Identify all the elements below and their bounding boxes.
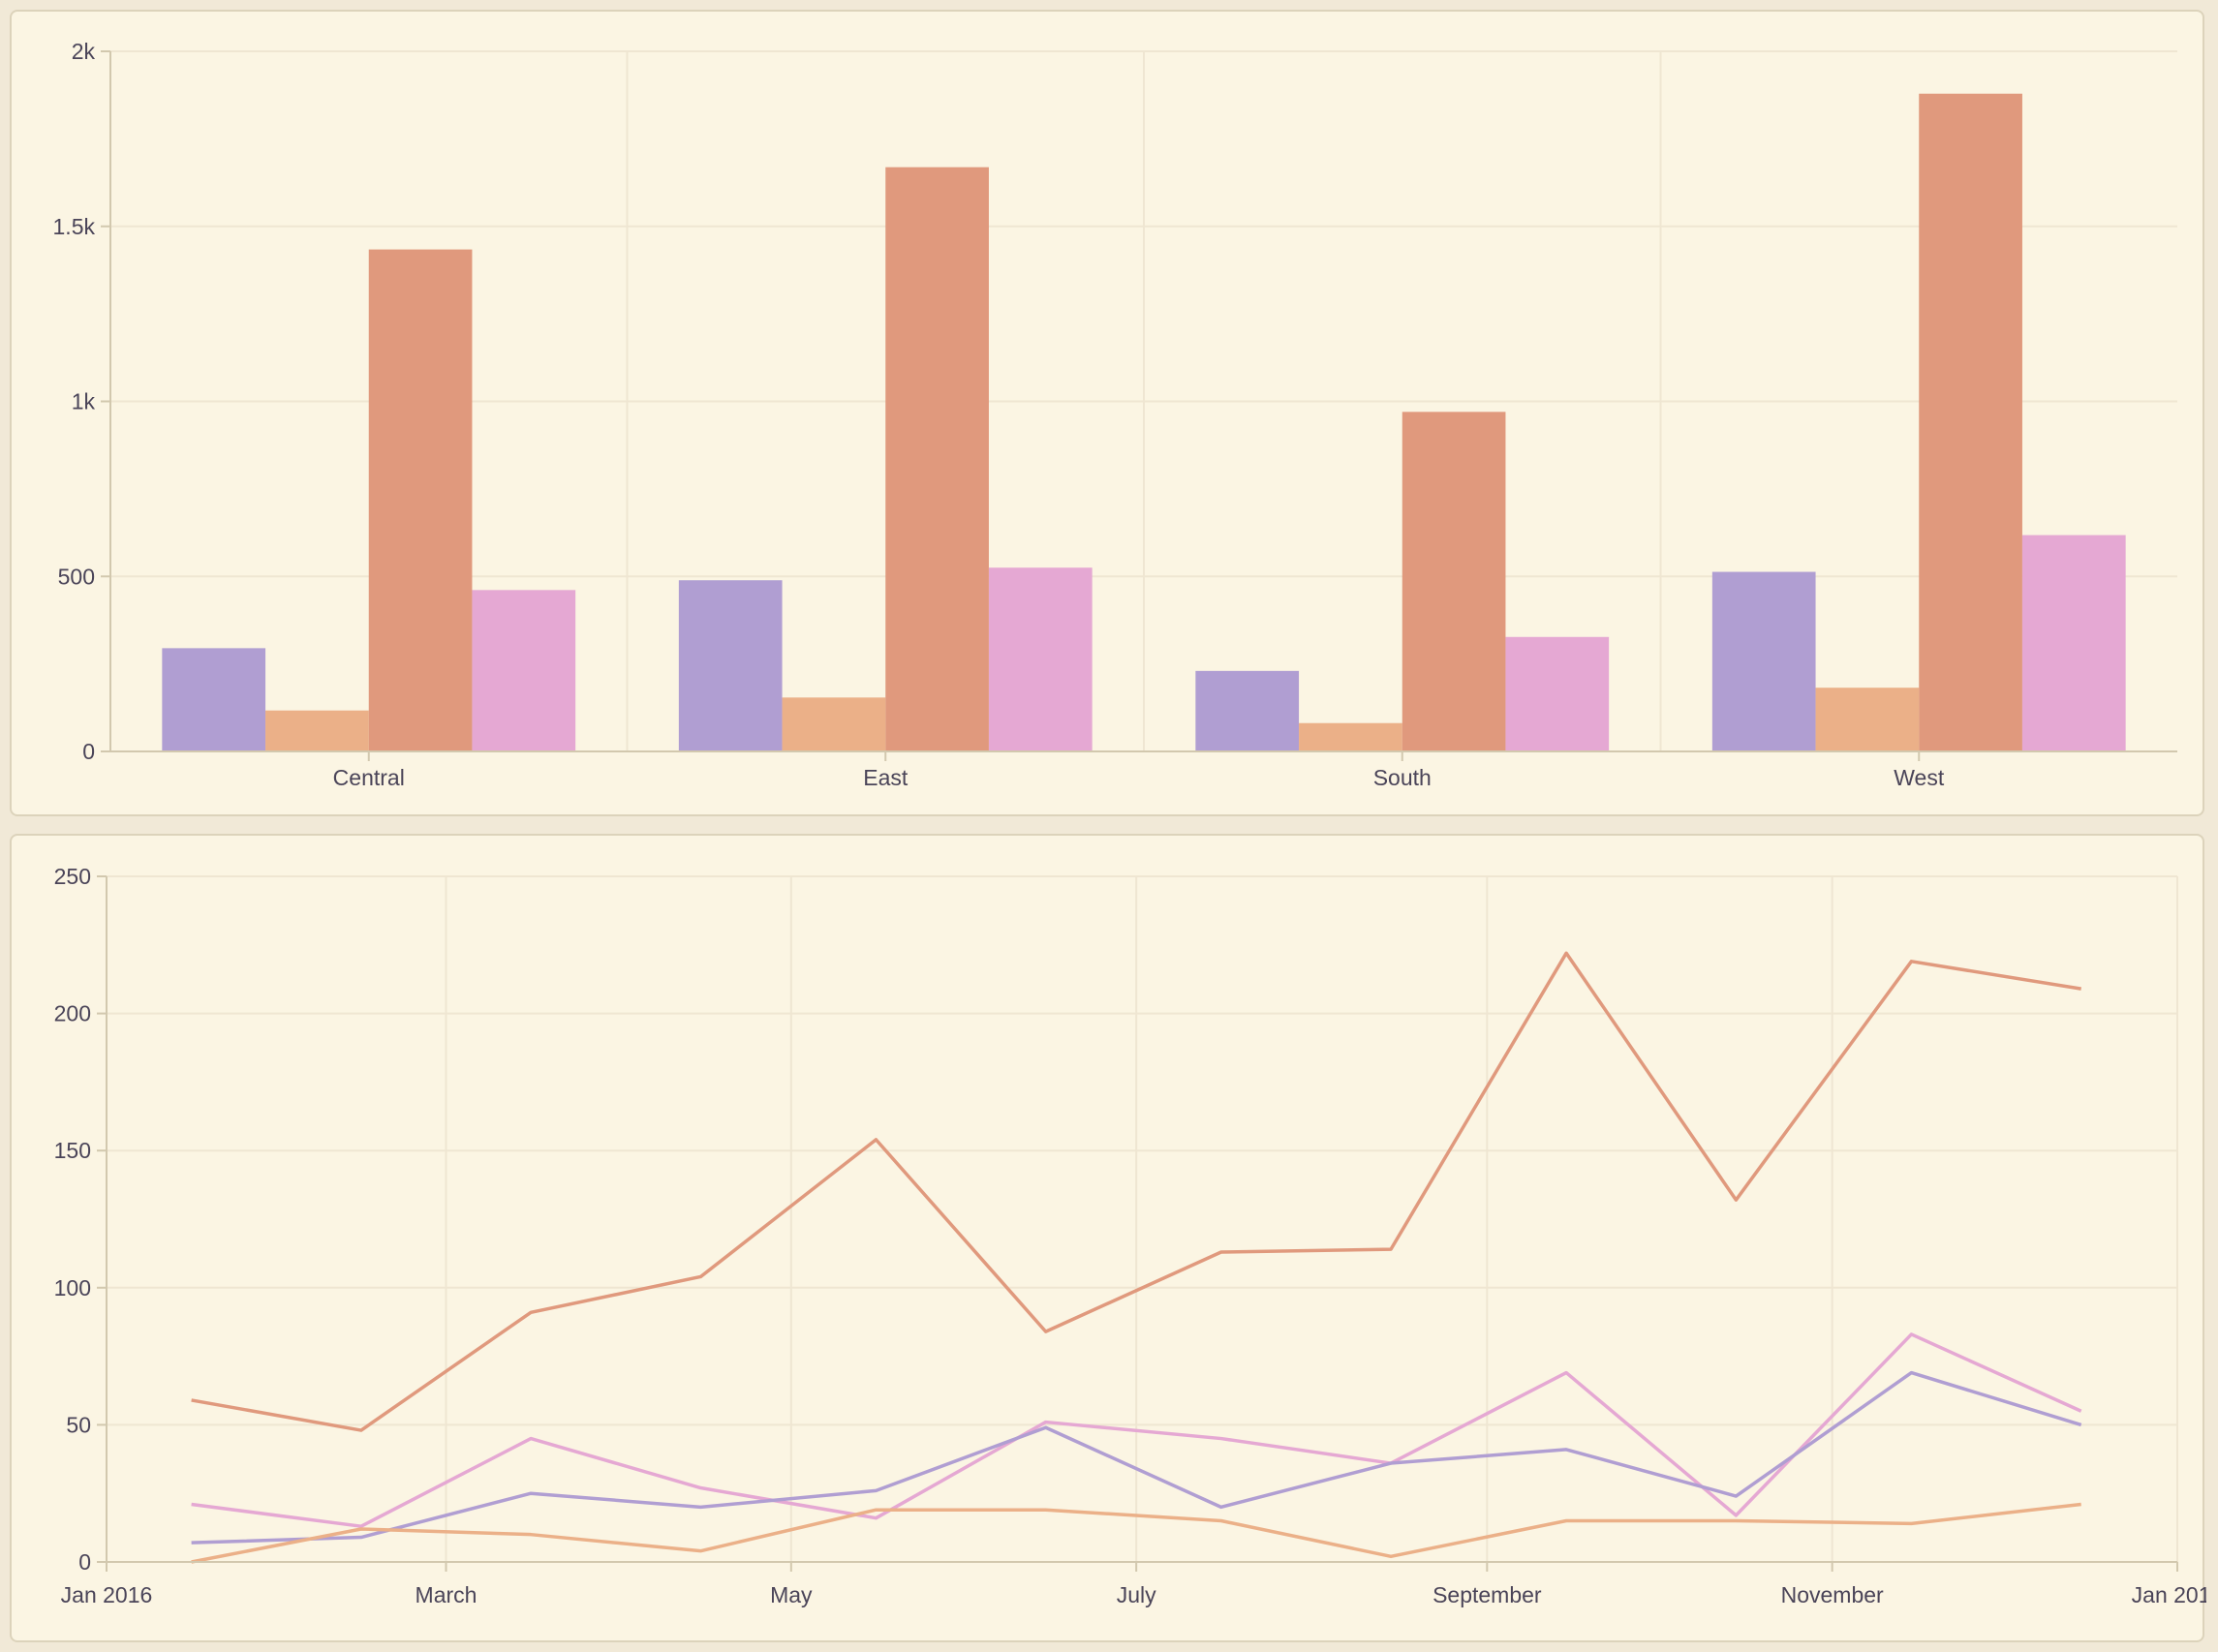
x-tick-label: November [1781, 1582, 1884, 1607]
line-series-4 [191, 1502, 2081, 1564]
bar-central-series-4 [472, 590, 576, 751]
y-tick-label: 150 [54, 1138, 91, 1163]
bar-east-series-3 [885, 167, 989, 751]
bar-south-series-4 [1505, 636, 1610, 751]
x-tick-label: Jan 2017 [2132, 1582, 2206, 1607]
x-tick-label: March [416, 1582, 477, 1607]
x-tick-label: July [1117, 1582, 1156, 1607]
y-tick-label: 2k [72, 39, 96, 64]
x-tick-label: Central [333, 765, 405, 790]
bar-central-series-1 [162, 648, 266, 751]
bar-chart-panel: 0 500 1k 1.5k 2k Central East South West [10, 10, 2204, 816]
bar-central-series-3 [368, 249, 473, 751]
bar-east-series-4 [988, 567, 1093, 751]
x-tick-label: South [1373, 765, 1432, 790]
line-series-2 [191, 1332, 2082, 1528]
x-tick-label: September [1432, 1582, 1542, 1607]
y-tick-label: 100 [54, 1275, 91, 1300]
y-tick-label: 1.5k [53, 214, 96, 239]
x-tick-label: East [863, 765, 909, 790]
bar-south-series-2 [1299, 722, 1402, 751]
bar-west-series-1 [1711, 571, 1816, 751]
bar-south-series-3 [1402, 412, 1506, 751]
y-tick-label: 250 [54, 864, 91, 889]
y-tick-label: 1k [72, 389, 96, 414]
x-tick-label: May [770, 1582, 813, 1607]
bar-west-series-3 [1919, 93, 2022, 751]
line-chart-panel: 0 50 100 150 200 250 Jan 2016 March May July Septe… [10, 834, 2206, 1642]
bar-west-series-2 [1815, 688, 1920, 751]
y-tick-label: 200 [54, 1001, 91, 1026]
bar-east-series-2 [782, 697, 886, 751]
bar-south-series-1 [1195, 670, 1300, 751]
line-series-3 [191, 1370, 2082, 1545]
bar-central-series-2 [265, 710, 369, 751]
line-series-1 [191, 951, 2081, 1432]
x-tick-label: Jan 2016 [61, 1582, 153, 1607]
line-chart: 0 50 100 150 200 250 Jan 2016 March May July Septe… [54, 864, 2206, 1607]
y-tick-label: 50 [66, 1412, 91, 1437]
y-tick-label: 0 [82, 739, 95, 764]
y-tick-label: 0 [78, 1549, 91, 1575]
y-tick-label: 500 [58, 564, 95, 589]
bar-east-series-1 [678, 580, 783, 751]
x-tick-label: West [1894, 765, 1945, 790]
bar-chart: 0 500 1k 1.5k 2k Central East South West [53, 39, 2177, 790]
bar-west-series-4 [2021, 535, 2126, 751]
